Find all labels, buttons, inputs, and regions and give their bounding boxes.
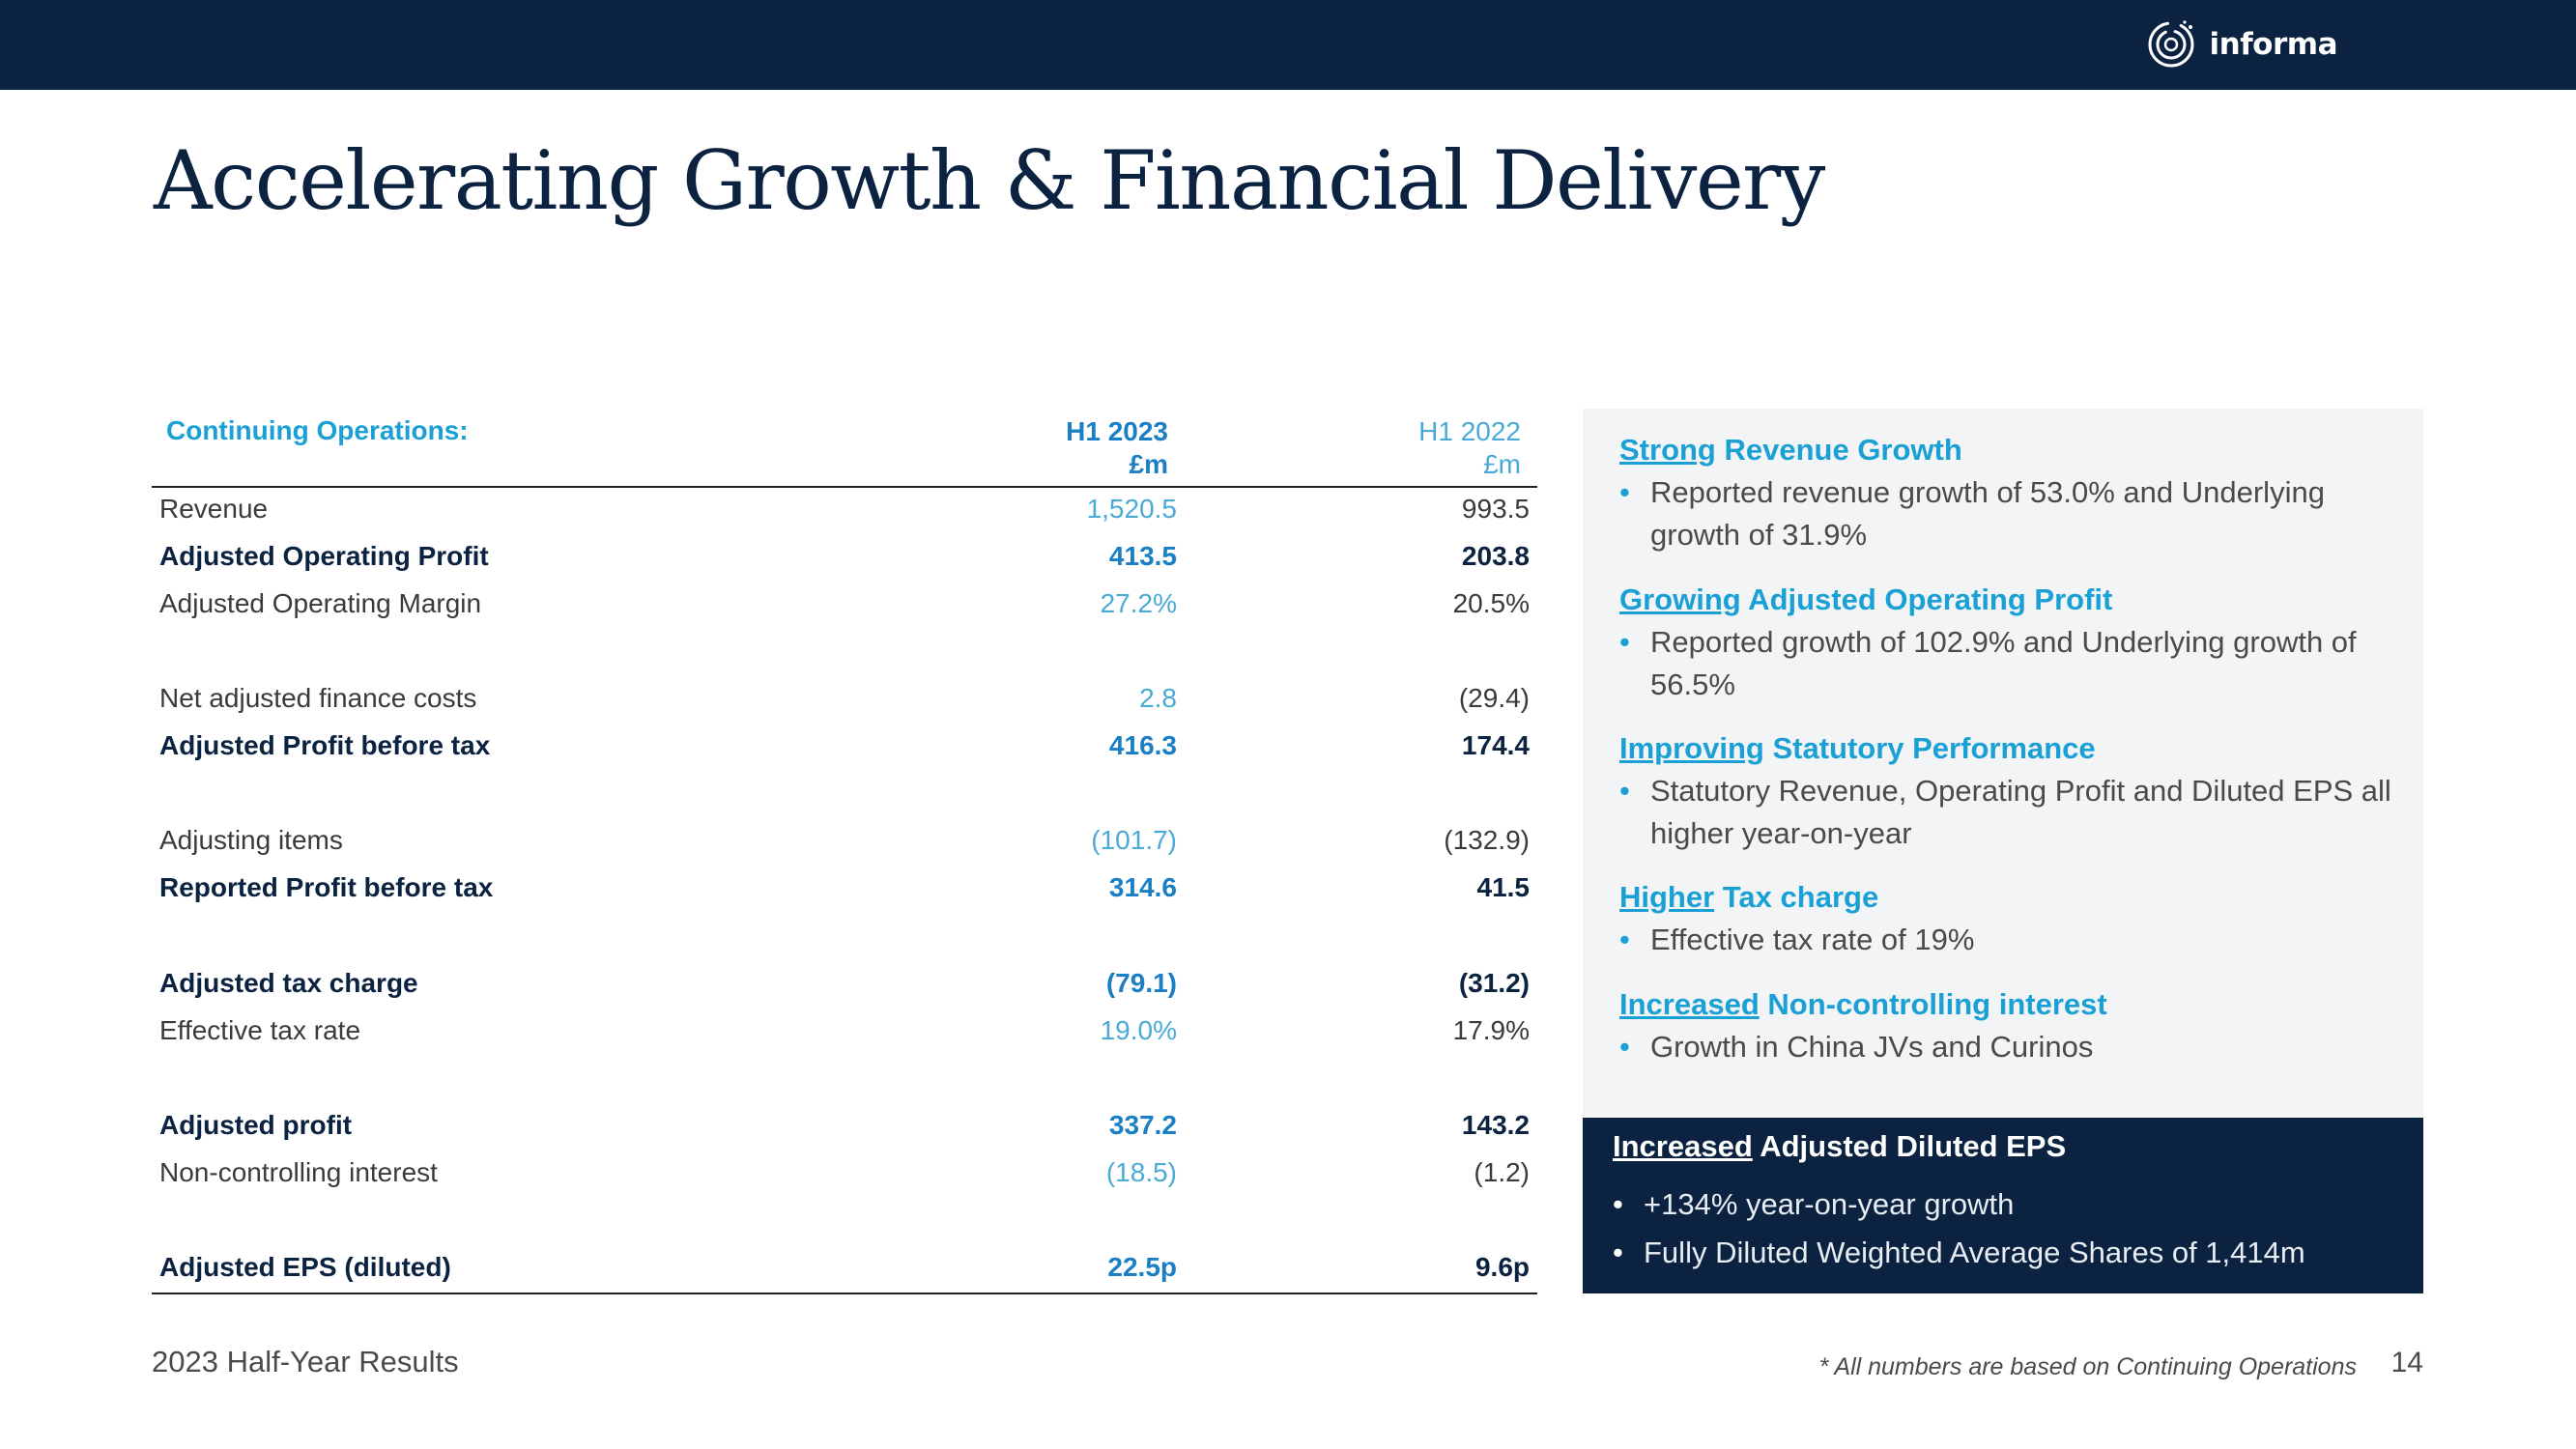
value-h1-2023: (18.5) [1105,1157,1177,1187]
value-h1-2022: 203.8 [1461,541,1530,571]
row-label: Adjusted Profit before tax [159,730,491,760]
highlight-heading-text: Tax charge [1714,880,1879,914]
highlight-bullet: Growth in China JVs and Curinos [1619,1026,2392,1068]
table-row: Adjusted tax charge (79.1) (31.2) [152,968,1537,1007]
row-label: Reported Profit before tax [159,872,494,902]
row-label: Adjusting items [159,825,343,855]
value-h1-2023: 314.6 [1108,872,1177,902]
highlight-bullet: Reported revenue growth of 53.0% and Und… [1619,471,2392,556]
highlight-heading: Growing Adjusted Operating Profit [1619,582,2112,617]
footer-title: 2023 Half-Year Results [152,1345,459,1378]
value-h1-2023: 22.5p [1107,1252,1177,1282]
value-h1-2022: 17.9% [1452,1015,1530,1045]
column-unit: £m [1483,449,1521,479]
highlight-heading-text: Revenue Growth [1715,433,1962,467]
top-banner: informa [0,0,2576,90]
table-row: Adjusting items (101.7) (132.9) [152,825,1537,864]
table-row: Adjusted Operating Margin 27.2% 20.5% [152,588,1537,627]
value-h1-2022: 174.4 [1461,730,1530,760]
value-h1-2023: 2.8 [1139,683,1177,713]
value-h1-2022: (1.2) [1474,1157,1530,1187]
row-label: Net adjusted finance costs [159,683,477,713]
page-title: Accelerating Growth & Financial Delivery [154,133,1825,228]
highlight-heading: Higher Tax charge [1619,880,1878,915]
eps-emphasis: Increased [1613,1129,1753,1163]
value-h1-2023: (79.1) [1105,968,1177,998]
value-h1-2023: (101.7) [1091,825,1177,855]
row-label: Adjusted Operating Profit [159,541,489,571]
highlight-heading: Improving Statutory Performance [1619,731,2096,766]
table-row: Net adjusted finance costs 2.8 (29.4) [152,683,1537,722]
table-row: Adjusted Profit before tax 416.3 174.4 [152,730,1537,769]
row-label: Adjusted EPS (diluted) [159,1252,451,1282]
table-row: Non-controlling interest (18.5) (1.2) [152,1157,1537,1196]
column-unit: £m [1129,449,1168,479]
footnote: * All numbers are based on Continuing Op… [1818,1353,2357,1380]
eps-highlight-box: Increased Adjusted Diluted EPS +134% yea… [1583,1118,2423,1293]
row-label: Adjusted profit [159,1110,353,1140]
table-row: Effective tax rate 19.0% 17.9% [152,1015,1537,1054]
highlight-heading: Strong Revenue Growth [1619,433,1962,468]
highlight-heading-text: Statutory Performance [1763,731,2096,765]
value-h1-2023: 337.2 [1108,1110,1177,1140]
highlight-heading-text: Non-controlling interest [1759,987,2107,1021]
highlights-panel: Strong Revenue Growth Reported revenue g… [1583,409,2423,1117]
column-header-h1-2023: H1 2023 £m [1066,415,1168,481]
highlight-emphasis: Improving [1619,731,1764,765]
logo-wordmark: informa [2209,26,2338,62]
highlight-emphasis: Higher [1619,880,1715,914]
table-row: Adjusted EPS (diluted) 22.5p 9.6p [152,1252,1537,1291]
table-row: Revenue 1,520.5 993.5 [152,494,1537,532]
value-h1-2022: (29.4) [1458,683,1530,713]
value-h1-2022: 143.2 [1461,1110,1530,1140]
highlight-emphasis: Growing [1619,582,1741,616]
column-header-h1-2022: H1 2022 £m [1418,415,1521,481]
value-h1-2023: 19.0% [1100,1015,1177,1045]
column-period: H1 2022 [1418,416,1521,446]
row-label: Revenue [159,494,269,524]
row-label: Adjusted tax charge [159,968,418,998]
highlight-heading-text: Adjusted Operating Profit [1740,582,2113,616]
row-label: Adjusted Operating Margin [159,588,482,618]
highlight-heading: Increased Non-controlling interest [1619,987,2107,1022]
value-h1-2022: 9.6p [1474,1252,1530,1282]
highlight-bullet: Effective tax rate of 19% [1619,919,2392,961]
eps-bullet: Fully Diluted Weighted Average Shares of… [1613,1236,2305,1270]
value-h1-2023: 416.3 [1108,730,1177,760]
value-h1-2022: 993.5 [1461,494,1530,524]
highlight-bullet: Statutory Revenue, Operating Profit and … [1619,770,2392,855]
table-bottom-rule [152,1293,1537,1294]
eps-heading: Increased Adjusted Diluted EPS [1613,1129,2066,1164]
row-label: Effective tax rate [159,1015,361,1045]
value-h1-2023: 413.5 [1108,541,1177,571]
row-label: Non-controlling interest [159,1157,438,1187]
informa-logo: informa [2144,17,2338,71]
financial-table: Continuing Operations: H1 2023 £m H1 202… [152,404,1537,1294]
table-header: Continuing Operations: H1 2023 £m H1 202… [152,404,1537,488]
eps-heading-text: Adjusted Diluted EPS [1752,1129,2067,1163]
value-h1-2022: (132.9) [1444,825,1530,855]
table-row: Adjusted Operating Profit 413.5 203.8 [152,541,1537,580]
eps-bullet: +134% year-on-year growth [1613,1187,2014,1222]
highlight-emphasis: Increased [1619,987,1760,1021]
table-row: Reported Profit before tax 314.6 41.5 [152,872,1537,911]
page-number: 14 [2390,1347,2423,1378]
value-h1-2022: 41.5 [1476,872,1531,902]
informa-logo-icon [2148,19,2193,67]
value-h1-2022: (31.2) [1458,968,1530,998]
value-h1-2023: 27.2% [1100,588,1177,618]
table-section-label: Continuing Operations: [166,415,469,445]
table-row: Adjusted profit 337.2 143.2 [152,1110,1537,1149]
highlight-emphasis: Strong [1619,433,1716,467]
highlight-bullet: Reported growth of 102.9% and Underlying… [1619,621,2392,706]
value-h1-2023: 1,520.5 [1086,494,1177,524]
column-period: H1 2023 [1066,416,1168,446]
value-h1-2022: 20.5% [1452,588,1530,618]
